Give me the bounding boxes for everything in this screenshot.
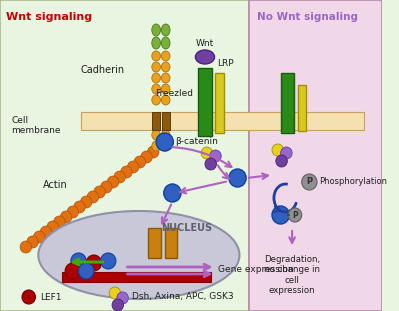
Circle shape (109, 287, 120, 299)
Ellipse shape (161, 62, 170, 72)
Text: Gene expression: Gene expression (218, 266, 294, 275)
Circle shape (101, 253, 116, 269)
Circle shape (74, 201, 85, 213)
Circle shape (141, 151, 152, 163)
Ellipse shape (152, 62, 160, 72)
Text: P: P (306, 178, 312, 187)
Circle shape (107, 176, 119, 188)
Circle shape (79, 263, 94, 279)
Ellipse shape (161, 73, 170, 83)
Text: No Wnt signaling: No Wnt signaling (257, 12, 358, 22)
Circle shape (81, 196, 92, 208)
Ellipse shape (38, 211, 239, 299)
Ellipse shape (152, 130, 160, 140)
Circle shape (71, 253, 86, 269)
Ellipse shape (196, 50, 215, 64)
Circle shape (53, 216, 65, 228)
Circle shape (210, 150, 221, 162)
Circle shape (272, 144, 284, 156)
Circle shape (65, 263, 81, 279)
Ellipse shape (152, 51, 160, 61)
Ellipse shape (161, 37, 170, 49)
Circle shape (22, 290, 36, 304)
Bar (280, 73, 294, 133)
Bar (0, 0, 249, 311)
Text: Wnt: Wnt (196, 39, 214, 49)
Ellipse shape (161, 141, 170, 151)
Circle shape (86, 255, 101, 271)
Circle shape (156, 133, 173, 151)
Bar (249, 0, 382, 311)
Circle shape (117, 292, 128, 304)
Circle shape (201, 147, 213, 159)
Circle shape (276, 155, 287, 167)
Ellipse shape (161, 130, 170, 140)
Circle shape (288, 208, 302, 222)
Circle shape (67, 206, 79, 218)
Circle shape (120, 166, 132, 178)
Text: Cell
membrane: Cell membrane (12, 116, 61, 135)
Ellipse shape (152, 24, 160, 36)
Circle shape (205, 158, 216, 170)
Circle shape (302, 174, 317, 190)
Circle shape (134, 156, 146, 168)
Text: LEF1: LEF1 (40, 293, 62, 301)
Circle shape (47, 221, 58, 233)
Ellipse shape (152, 95, 160, 105)
Text: P: P (292, 211, 298, 220)
Bar (298, 85, 306, 131)
Ellipse shape (152, 73, 160, 83)
Circle shape (87, 191, 99, 203)
Circle shape (34, 231, 45, 243)
Circle shape (101, 181, 112, 193)
Text: Wnt signaling: Wnt signaling (6, 12, 92, 22)
Bar (162, 112, 170, 130)
Circle shape (20, 241, 32, 253)
Circle shape (164, 184, 181, 202)
Text: LRP: LRP (217, 58, 234, 67)
Text: Dsh, Axina, APC, GSK3: Dsh, Axina, APC, GSK3 (132, 293, 234, 301)
Circle shape (148, 146, 159, 158)
Circle shape (229, 169, 246, 187)
Circle shape (27, 236, 38, 248)
Text: NUCLEUS: NUCLEUS (161, 223, 212, 233)
Text: Cadherin: Cadherin (80, 65, 124, 75)
Circle shape (60, 211, 72, 223)
Bar (62, 272, 211, 282)
Ellipse shape (152, 84, 160, 94)
Text: Degradation,
no change in
cell
expression: Degradation, no change in cell expressio… (264, 255, 320, 295)
Bar (81, 112, 364, 130)
Ellipse shape (161, 51, 170, 61)
Bar (198, 68, 211, 136)
Ellipse shape (161, 24, 170, 36)
Text: β-catenin: β-catenin (175, 137, 218, 146)
Circle shape (114, 171, 125, 183)
Bar (215, 73, 224, 133)
Text: Phosphorylation: Phosphorylation (319, 178, 387, 187)
Bar (165, 228, 177, 258)
Ellipse shape (161, 84, 170, 94)
Circle shape (272, 206, 289, 224)
Bar (148, 228, 161, 258)
Ellipse shape (161, 95, 170, 105)
Ellipse shape (152, 141, 160, 151)
Circle shape (127, 161, 139, 173)
Circle shape (94, 186, 105, 198)
Bar (152, 112, 160, 130)
Circle shape (40, 226, 52, 238)
Circle shape (280, 147, 292, 159)
Circle shape (112, 299, 124, 311)
Text: Freezled: Freezled (155, 89, 193, 98)
Text: Actin: Actin (43, 180, 68, 190)
Ellipse shape (152, 37, 160, 49)
